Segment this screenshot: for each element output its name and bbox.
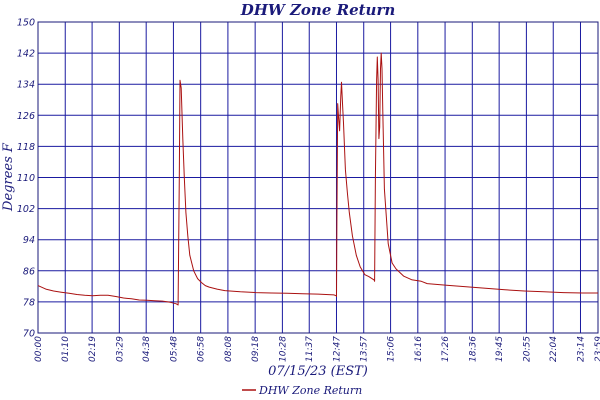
x-tick-label: 20:55 (522, 336, 532, 362)
y-tick-label: 150 (17, 18, 35, 29)
x-tick-label: 03:29 (115, 336, 125, 362)
x-tick-label: 23:14 (576, 336, 586, 362)
x-tick-label: 06:58 (197, 336, 207, 362)
x-axis-ticks: 00:00 01:10 02:19 03:29 04:38 05:48 06:58 08:08… (34, 336, 600, 362)
x-tick-label: 17:26 (441, 336, 451, 362)
y-tick-label: 86 (23, 266, 35, 277)
x-tick-label: 16:16 (414, 336, 424, 362)
x-axis-label: 07/15/23 (EST) (268, 364, 368, 379)
y-tick-label: 110 (17, 173, 35, 184)
y-tick-label: 102 (17, 204, 35, 215)
y-tick-label: 118 (17, 142, 35, 153)
series-line (37, 52, 598, 306)
x-tick-label: 11:37 (305, 336, 315, 362)
x-tick-label: 13:57 (360, 336, 370, 362)
x-tick-label: 10:28 (278, 336, 288, 362)
y-tick-label: 142 (17, 49, 35, 60)
x-tick-label: 15:06 (387, 336, 397, 362)
y-tick-label: 134 (17, 80, 35, 91)
x-tick-label: 00:00 (34, 336, 44, 362)
x-tick-label: 02:19 (88, 336, 98, 362)
y-tick-label: 126 (17, 111, 35, 122)
x-tick-label: 12:47 (332, 336, 342, 362)
chart-title: DHW Zone Return (240, 1, 396, 19)
series-layer (37, 52, 598, 306)
x-tick-label: 09:18 (251, 336, 261, 362)
x-tick-label: 18:36 (468, 336, 478, 362)
x-tick-label: 04:38 (142, 336, 152, 362)
x-tick-label: 23:59 (594, 336, 600, 362)
legend-label: DHW Zone Return (258, 384, 362, 397)
y-axis-ticks: 70 78 86 94 102 110 118 126 134 142 150 (17, 18, 35, 340)
y-tick-label: 94 (23, 235, 35, 246)
x-tick-label: 01:10 (61, 336, 71, 362)
legend: DHW Zone Return (242, 384, 362, 397)
plot-frame (37, 21, 599, 334)
x-tick-label: 19:45 (495, 336, 505, 362)
grid-layer (37, 21, 599, 334)
y-tick-label: 78 (23, 297, 35, 308)
x-tick-label: 05:48 (169, 336, 179, 362)
x-tick-label: 08:08 (224, 336, 234, 362)
x-tick-label: 22:04 (549, 336, 559, 362)
y-axis-label: Degrees F (1, 142, 16, 212)
y-tick-label: 70 (23, 329, 35, 340)
